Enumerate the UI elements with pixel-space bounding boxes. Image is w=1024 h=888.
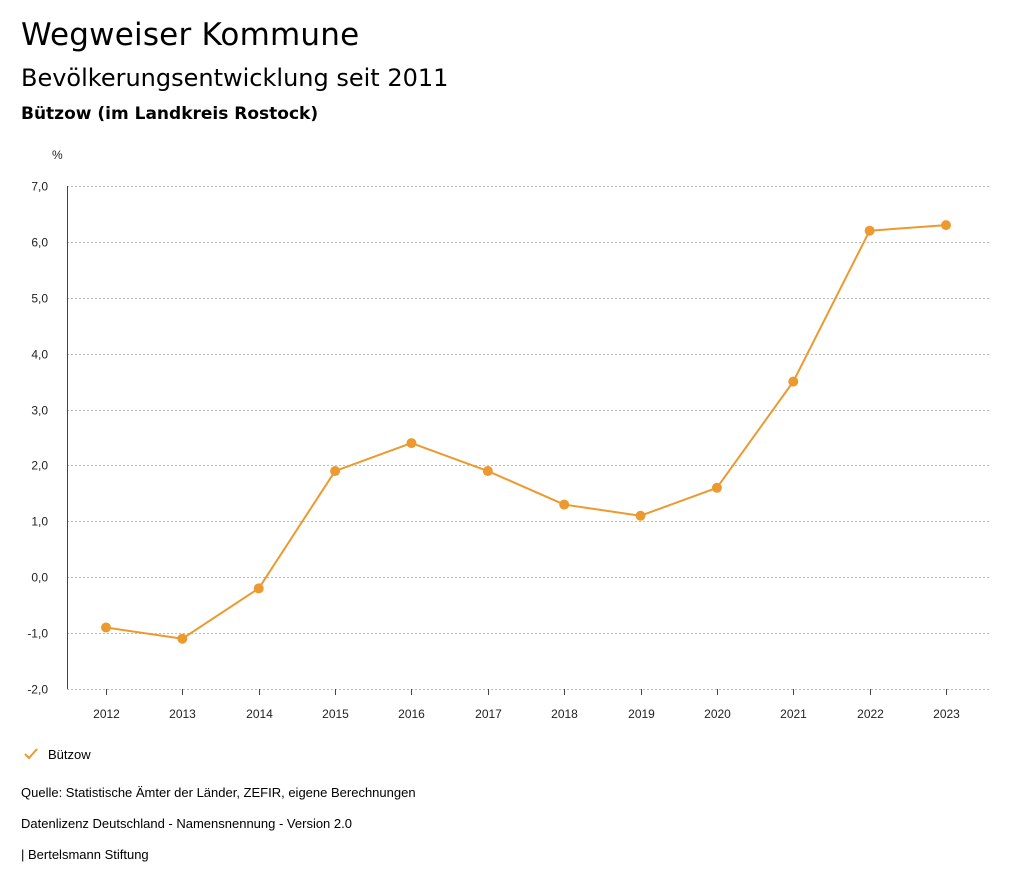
- data-point: [635, 510, 646, 521]
- data-point: [941, 220, 951, 231]
- checkmark-icon: [24, 748, 38, 760]
- data-point: [330, 466, 341, 477]
- y-tick-label: 7,0: [31, 180, 48, 194]
- y-tick-label: -1,0: [27, 627, 48, 641]
- x-tick-label: 2019: [628, 707, 655, 721]
- data-point: [101, 622, 111, 633]
- y-tick-label: -2,0: [27, 683, 48, 697]
- y-tick-label: 1,0: [31, 515, 48, 529]
- series-line: [105, 224, 947, 640]
- y-tick-label: 4,0: [31, 348, 48, 362]
- data-point: [177, 633, 188, 644]
- x-tick-label: 2020: [704, 707, 731, 721]
- x-tick-label: 2013: [169, 707, 196, 721]
- x-tick-label: 2023: [933, 707, 960, 721]
- y-tick-label: 5,0: [31, 292, 48, 306]
- x-tick-label: 2021: [780, 707, 807, 721]
- data-points: [101, 220, 951, 644]
- region-label: Bützow (im Landkreis Rostock): [21, 104, 319, 124]
- x-tick-label: 2015: [322, 707, 349, 721]
- x-tick-label: 2012: [93, 707, 120, 721]
- series-line-butzow: [105, 224, 947, 640]
- data-point: [253, 583, 264, 594]
- axes: [67, 186, 947, 695]
- x-tick-label: 2022: [857, 707, 884, 721]
- data-point: [711, 482, 722, 493]
- legend[interactable]: Bützow: [22, 745, 91, 763]
- chart-title: Wegweiser Kommune: [21, 17, 360, 53]
- y-tick-label: 3,0: [31, 404, 48, 418]
- source-note: Quelle: Statistische Ämter der Länder, Z…: [21, 785, 416, 800]
- x-tick-label: 2017: [475, 707, 502, 721]
- y-tick-label: 2,0: [31, 459, 48, 473]
- publisher-note: | Bertelsmann Stiftung: [21, 847, 149, 862]
- data-point: [559, 499, 570, 510]
- y-tick-label: 6,0: [31, 236, 48, 250]
- data-point: [406, 438, 417, 449]
- license-note: Datenlizenz Deutschland - Namensnennung …: [21, 816, 352, 831]
- data-point: [482, 466, 493, 477]
- x-tick-label: 2018: [551, 707, 578, 721]
- chart-subtitle: Bevölkerungsentwicklung seit 2011: [21, 64, 449, 92]
- x-tick-label: 2016: [398, 707, 425, 721]
- data-point: [864, 225, 875, 236]
- y-tick-label: 0,0: [31, 571, 48, 585]
- grid-lines: [67, 186, 990, 690]
- y-axis-unit: %: [52, 148, 63, 162]
- x-tick-label: 2014: [246, 707, 273, 721]
- legend-label: Bützow: [48, 746, 91, 762]
- data-point: [788, 376, 799, 387]
- tick-labels: -2,0 -1,0 0,0 1,0 2,0 3,0 4,0 5,0 6,0 7,0% 2012 201…: [27, 148, 960, 721]
